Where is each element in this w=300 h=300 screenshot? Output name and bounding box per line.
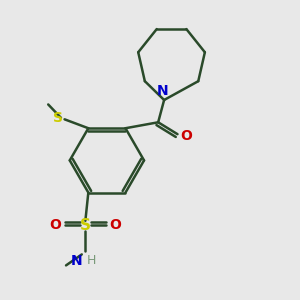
Text: N: N <box>71 254 82 268</box>
Text: O: O <box>181 129 192 143</box>
Text: S: S <box>53 111 63 125</box>
Text: O: O <box>109 218 121 232</box>
Text: H: H <box>87 254 96 267</box>
Text: O: O <box>50 218 62 232</box>
Text: S: S <box>80 218 91 233</box>
Text: N: N <box>157 84 168 98</box>
